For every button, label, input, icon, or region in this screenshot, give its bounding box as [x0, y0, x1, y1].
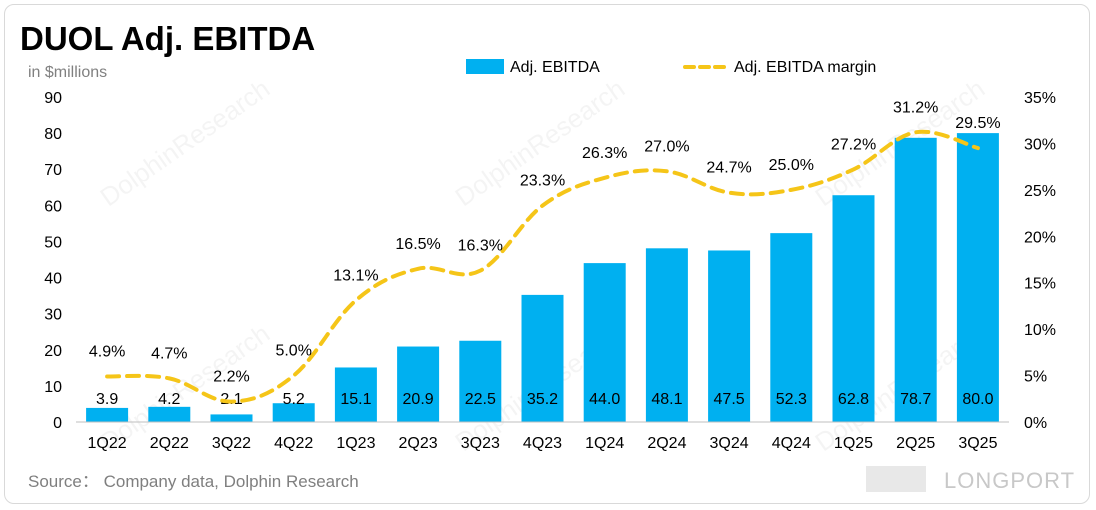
- margin-label-2Q24: 27.0%: [644, 138, 689, 155]
- x-tick-3Q22: 3Q22: [212, 435, 251, 452]
- margin-label-4Q24: 25.0%: [769, 157, 814, 174]
- bar-label-3Q23: 22.5: [465, 391, 496, 408]
- x-tick-3Q24: 3Q24: [710, 435, 749, 452]
- x-tick-1Q22: 1Q22: [88, 435, 127, 452]
- bar-1Q23: [334, 367, 377, 422]
- margin-label-1Q25: 27.2%: [831, 136, 876, 153]
- margin-label-3Q25: 29.5%: [955, 115, 1000, 132]
- left-tick-90: 90: [44, 90, 62, 107]
- margin-label-2Q22: 4.7%: [151, 345, 187, 362]
- legend-bar-label: Adj. EBITDA: [510, 59, 600, 76]
- right-tick-15%: 15%: [1024, 276, 1056, 293]
- x-tick-3Q25: 3Q25: [958, 435, 997, 452]
- bar-label-4Q24: 52.3: [776, 391, 807, 408]
- right-tick-5%: 5%: [1024, 369, 1047, 386]
- bar-2Q24: [645, 248, 688, 422]
- margin-label-3Q22: 2.2%: [213, 369, 249, 386]
- bar-series: [86, 133, 999, 423]
- right-tick-25%: 25%: [1024, 183, 1056, 200]
- x-tick-2Q24: 2Q24: [647, 435, 686, 452]
- watermark-text-0: DolphinResearch: [95, 73, 276, 212]
- right-tick-30%: 30%: [1024, 136, 1056, 153]
- right-tick-0%: 0%: [1024, 415, 1047, 432]
- bar-label-3Q24: 47.5: [714, 391, 745, 408]
- bar-1Q24: [583, 263, 626, 422]
- x-tick-2Q22: 2Q22: [150, 435, 189, 452]
- bar-3Q23: [459, 340, 502, 422]
- x-tick-1Q23: 1Q23: [336, 435, 375, 452]
- x-tick-4Q24: 4Q24: [772, 435, 811, 452]
- left-tick-30: 30: [44, 307, 62, 324]
- x-tick-1Q25: 1Q25: [834, 435, 873, 452]
- bar-label-2Q25: 78.7: [900, 391, 931, 408]
- legend-bar-swatch: [466, 59, 504, 74]
- left-tick-50: 50: [44, 234, 62, 251]
- chart-title: DUOL Adj. EBITDA: [20, 20, 315, 57]
- right-tick-20%: 20%: [1024, 229, 1056, 246]
- margin-label-2Q23: 16.5%: [395, 236, 440, 253]
- margin-label-1Q23: 13.1%: [333, 267, 378, 284]
- left-tick-70: 70: [44, 162, 62, 179]
- margin-label-3Q23: 16.3%: [458, 238, 503, 255]
- legend: Adj. EBITDA Adj. EBITDA margin: [466, 59, 876, 76]
- brand-mark: LONGPORT: [944, 468, 1075, 493]
- bar-label-1Q24: 44.0: [589, 391, 620, 408]
- x-tick-4Q23: 4Q23: [523, 435, 562, 452]
- bar-label-4Q22: 5.2: [283, 391, 305, 408]
- source-note: Source： Company data, Dolphin Research: [28, 472, 359, 491]
- margin-value-labels: 4.9% 4.7% 2.2% 5.0% 13.1% 16.5% 16.3% 23.3% 26.3…: [89, 99, 1001, 385]
- right-axis-ticks: 0% 5% 10% 15% 20% 25% 30% 35%: [1024, 90, 1056, 432]
- bar-4Q24: [770, 233, 813, 422]
- bar-label-4Q23: 35.2: [527, 391, 558, 408]
- bar-4Q23: [521, 294, 564, 422]
- x-tick-4Q22: 4Q22: [274, 435, 313, 452]
- margin-line: [105, 129, 980, 404]
- margin-label-1Q24: 26.3%: [582, 145, 627, 162]
- bar-3Q24: [708, 250, 751, 422]
- margin-label-3Q24: 24.7%: [706, 160, 751, 177]
- margin-label-2Q25: 31.2%: [893, 99, 938, 116]
- margin-label-4Q23: 23.3%: [520, 173, 565, 190]
- bar-2Q25: [894, 137, 937, 423]
- right-tick-10%: 10%: [1024, 322, 1056, 339]
- right-tick-35%: 35%: [1024, 90, 1056, 107]
- bar-1Q25: [832, 195, 875, 422]
- x-tick-2Q23: 2Q23: [399, 435, 438, 452]
- bar-label-3Q25: 80.0: [962, 391, 993, 408]
- left-axis-ticks: 0 10 20 30 40 50 60 70 80 90: [44, 90, 62, 432]
- left-tick-10: 10: [44, 379, 62, 396]
- left-tick-40: 40: [44, 271, 62, 288]
- x-tick-3Q23: 3Q23: [461, 435, 500, 452]
- bar-label-3Q22: 2.1: [220, 391, 242, 408]
- x-tick-2Q25: 2Q25: [896, 435, 935, 452]
- legend-line-label: Adj. EBITDA margin: [734, 59, 876, 76]
- bar-label-1Q25: 62.8: [838, 391, 869, 408]
- left-tick-60: 60: [44, 198, 62, 215]
- bar-3Q25: [956, 133, 999, 422]
- margin-label-1Q22: 4.9%: [89, 344, 125, 361]
- bar-1Q22: [86, 407, 129, 422]
- left-tick-20: 20: [44, 343, 62, 360]
- brand-logo-icon: [866, 466, 926, 492]
- bar-label-1Q23: 15.1: [340, 391, 371, 408]
- x-tick-1Q24: 1Q24: [585, 435, 624, 452]
- bar-3Q22: [210, 414, 253, 422]
- bar-2Q23: [397, 346, 440, 422]
- bar-4Q22: [272, 403, 315, 422]
- bar-value-labels: 3.9 4.2 2.1 5.2 15.1 20.9 22.5 35.2 44.0 48.1 47.5…: [96, 391, 994, 408]
- watermark-text-1: DolphinResearch: [450, 73, 631, 212]
- bar-label-2Q23: 20.9: [403, 391, 434, 408]
- margin-label-4Q22: 5.0%: [275, 343, 311, 360]
- unit-label: in $millions: [28, 64, 107, 81]
- bar-label-2Q22: 4.2: [158, 391, 180, 408]
- left-tick-80: 80: [44, 126, 62, 143]
- bar-label-1Q22: 3.9: [96, 391, 118, 408]
- bar-2Q22: [148, 406, 191, 422]
- bar-label-2Q24: 48.1: [651, 391, 682, 408]
- left-tick-0: 0: [53, 415, 62, 432]
- x-axis-ticks: 1Q22 2Q22 3Q22 4Q22 1Q23 2Q23 3Q23 4Q23 1Q24 2Q24…: [88, 435, 998, 452]
